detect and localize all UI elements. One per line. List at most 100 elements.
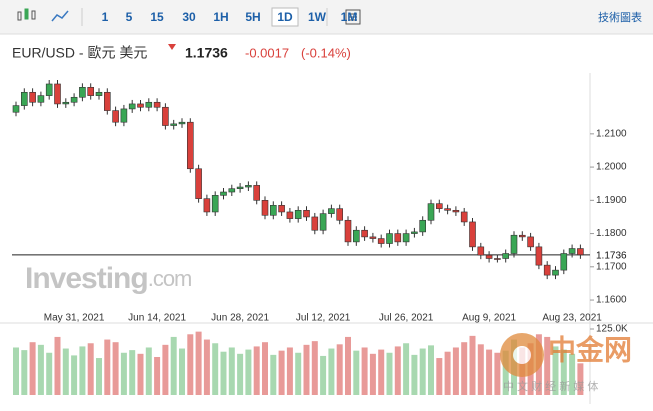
candle-body <box>228 188 236 193</box>
logo-inner <box>513 346 531 364</box>
technical-chart-link[interactable]: 技術圖表 <box>598 10 642 24</box>
volume-bar <box>353 350 360 395</box>
volume-bar <box>145 347 152 395</box>
logo-watermark: 中金网 中 文 财 经 新 媒 体 <box>500 333 632 393</box>
interval-button[interactable]: 5H <box>245 10 260 24</box>
volume-bar <box>328 348 335 395</box>
volume-bar <box>320 355 327 395</box>
volume-bar <box>345 336 351 395</box>
volume-bar <box>436 358 443 395</box>
volume-bar <box>303 344 310 395</box>
volume-bar <box>452 347 459 395</box>
x-tick-label: Aug 23, 2021 <box>542 313 602 324</box>
interval-button[interactable]: 30 <box>182 10 196 24</box>
candle-body <box>518 234 526 238</box>
interval-button[interactable]: 1M <box>341 10 358 24</box>
volume-bar <box>212 343 219 395</box>
watermark-brand-main: Investing <box>25 262 148 295</box>
volume-bar <box>120 352 127 395</box>
volume-bar <box>295 352 302 395</box>
volume-bar <box>403 343 410 395</box>
candle-body <box>236 186 244 189</box>
candle-body <box>435 203 443 209</box>
x-tick-label: Jul 26, 2021 <box>379 313 434 324</box>
interval-button[interactable]: 5 <box>126 10 133 24</box>
x-tick-label: Jun 14, 2021 <box>128 313 186 324</box>
volume-bar <box>286 347 293 395</box>
candle-body <box>20 91 28 106</box>
candle-body <box>502 253 510 259</box>
candle-body <box>477 246 485 256</box>
volume-bar <box>46 352 53 395</box>
volume-bar <box>444 351 451 395</box>
volume-bar <box>544 336 551 395</box>
interval-button[interactable]: 1 <box>102 10 109 24</box>
down-arrow <box>168 44 176 50</box>
candle-body <box>245 185 252 188</box>
interval-button[interactable]: 15 <box>150 10 164 24</box>
candle-body <box>527 236 534 248</box>
candle-body <box>311 216 319 231</box>
settings-icon[interactable] <box>345 9 361 25</box>
candle-body <box>402 233 410 243</box>
volume-bar <box>469 335 476 395</box>
candle-body <box>37 95 45 103</box>
candle-body <box>460 211 468 223</box>
logo-subtext: 中 文 财 经 新 媒 体 <box>503 379 598 393</box>
volume-bar <box>104 339 111 395</box>
interval-active <box>271 7 299 27</box>
candle-body <box>153 101 161 108</box>
candle-body <box>79 87 86 98</box>
candle-body <box>535 246 543 266</box>
candle-icon[interactable] <box>17 8 36 21</box>
interval-button[interactable]: 1D <box>277 10 293 24</box>
volume-bar <box>494 352 501 395</box>
interval-button[interactable]: 1W <box>308 10 327 24</box>
logo-text: 中金网 <box>548 333 632 365</box>
volume-bar <box>170 336 177 395</box>
candle-body <box>303 209 310 218</box>
candle-body <box>128 103 136 110</box>
volume-bar <box>162 344 169 395</box>
candle-body <box>369 236 377 239</box>
candle-body <box>178 121 186 125</box>
candle-body <box>54 83 61 105</box>
candle-body <box>278 205 285 213</box>
candle-body <box>494 258 501 260</box>
candle-body <box>377 238 385 244</box>
volume-bar <box>411 354 418 395</box>
candle-body <box>112 110 119 123</box>
candle-body <box>419 219 427 233</box>
candle-body <box>253 185 260 201</box>
volume-bar <box>179 348 185 395</box>
volume-bar <box>477 344 484 395</box>
volume-bar <box>369 353 376 395</box>
volume-bar <box>394 346 401 395</box>
candle-body <box>104 91 111 111</box>
instrument-title: EUR/USD - 歐元 美元 <box>12 45 147 61</box>
candle-body <box>187 121 194 170</box>
candle-body <box>261 200 269 216</box>
volume-bar <box>228 347 235 395</box>
line-icon[interactable] <box>51 10 69 22</box>
volume-bar <box>311 341 318 395</box>
candle-body <box>552 269 559 276</box>
candle-body <box>568 248 576 254</box>
volume-bar <box>187 334 194 395</box>
y-tick-label: 1.2000 <box>596 162 627 173</box>
candle-body <box>577 248 584 256</box>
candle-body <box>203 198 211 213</box>
volume-bar <box>278 350 285 395</box>
interval-button[interactable]: 1H <box>213 10 228 24</box>
x-tick-label: Jul 12, 2021 <box>296 313 351 324</box>
volume-bar <box>137 353 144 395</box>
volume-bar <box>552 346 559 395</box>
volume-bar <box>386 352 393 395</box>
volume-bar <box>502 350 509 395</box>
volume-bar <box>428 345 434 395</box>
y-tick-label: 1.1600 <box>596 295 627 306</box>
volume-bar <box>29 342 36 395</box>
volume-bar <box>62 348 69 395</box>
candle-body <box>87 87 94 96</box>
